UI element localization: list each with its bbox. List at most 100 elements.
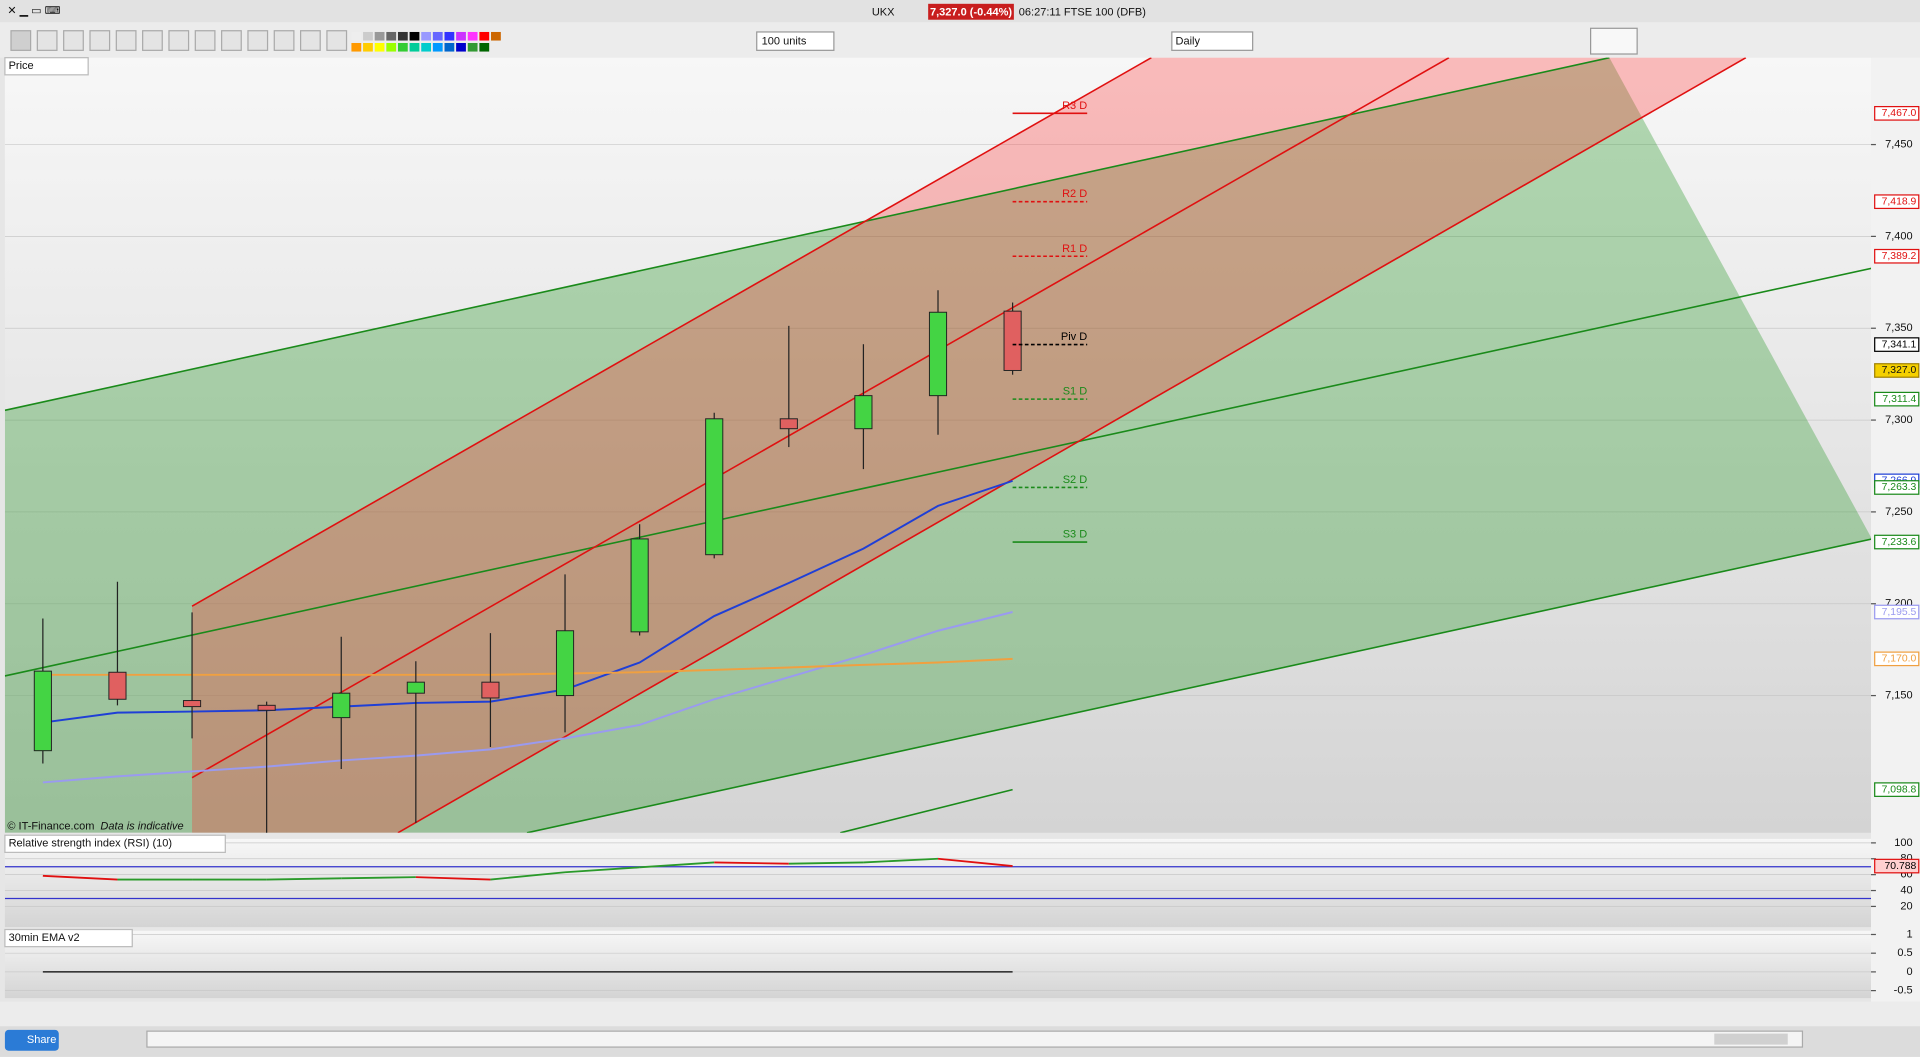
color-swatch[interactable] [444,31,455,41]
tool-button[interactable] [168,30,190,51]
color-swatch[interactable] [386,31,397,41]
interval: Daily [1176,36,1201,48]
candle-body [108,671,127,700]
tool-button[interactable] [326,30,348,51]
window-controls-icon[interactable]: ✕ ▁ ▭ ⌨ [7,5,60,17]
chart-style-button[interactable] [1590,27,1638,55]
color-swatch[interactable] [351,42,362,52]
color-swatch[interactable] [363,31,373,41]
scroll-thumb[interactable] [1714,1033,1788,1045]
color-swatch[interactable] [444,42,455,52]
price-tag-label: 7,389.2 [1882,251,1917,262]
price-tag-label: 70.788 [1885,861,1917,872]
color-swatch[interactable] [397,31,408,41]
tool-button[interactable] [63,30,84,51]
channel-fill [4,57,1872,833]
tool-button[interactable] [194,30,216,51]
candle-body [1003,310,1022,371]
trend-line [840,788,1013,833]
indicator-segment [564,866,640,874]
price-tag [1874,337,1920,352]
panel-header [4,834,226,853]
rsi-plot [4,842,1872,907]
color-swatch[interactable] [421,42,432,52]
color-swatch[interactable] [432,31,443,41]
y-tick-label: 1 [1907,928,1913,940]
color-swatch[interactable] [456,42,466,52]
candle-body [779,418,798,430]
color-swatch[interactable] [363,42,373,52]
price-tag-label: 7,195.5 [1882,607,1917,618]
tool-button[interactable] [247,30,269,51]
candle-body [406,681,425,694]
price-tag [1874,391,1920,407]
tool-button[interactable] [10,30,32,51]
panel-title: Relative strength index (RSI) (10) [9,838,172,850]
price-tag [1874,604,1920,620]
color-swatch[interactable] [409,31,420,41]
color-swatch[interactable] [467,42,478,52]
color-swatch[interactable] [421,31,432,41]
color-swatch[interactable] [479,31,490,41]
pivot-label: R2 D [1062,188,1087,200]
tool-button[interactable] [89,30,111,51]
color-swatch[interactable] [432,42,443,52]
y-tick-label: 100 [1894,837,1912,849]
panel-header [4,57,89,76]
y-tick-label: 0.5 [1897,947,1912,959]
price-tag [1874,782,1920,797]
color-swatch[interactable] [386,42,397,52]
color-swatch[interactable] [374,31,385,41]
price-plot: R3 D R2 D R1 D Piv D S1 D S2 D S3 D [4,57,1872,833]
y-tick-label: 7,450 [1885,138,1913,150]
color-swatch[interactable] [397,42,408,52]
moving-average [42,657,1013,676]
scrollbar[interactable] [146,1030,1804,1048]
pivot-label: S1 D [1063,386,1088,398]
price-tag-label: 7,467.0 [1882,108,1917,119]
candle-body [705,418,724,556]
price-tag [1874,194,1920,210]
share-button[interactable] [4,1029,59,1051]
indicator-segment [937,857,1013,867]
channel-fill [192,57,1746,833]
pivot-label: R3 D [1062,100,1087,112]
panel-title: 30min EMA v2 [9,932,80,944]
price-tag-label: 7,311.4 [1882,394,1916,405]
price-tag [1874,248,1920,264]
indicator-segment [490,871,566,881]
y-tick-label: 7,350 [1885,322,1913,334]
indicator-segment [415,876,491,881]
panel-title: Price [9,60,34,72]
channel-line [4,57,1610,412]
units: 100 units [762,36,807,48]
color-swatch[interactable] [409,42,420,52]
tool-button[interactable] [221,30,242,51]
pivot-label: S3 D [1063,529,1088,541]
color-swatch[interactable] [467,31,478,41]
indicator-segment [714,861,789,865]
color-swatch[interactable] [456,31,466,41]
color-swatch[interactable] [351,31,362,41]
interval-dropdown[interactable] [1171,31,1254,51]
indicator-segment [639,861,715,869]
color-swatch[interactable] [374,42,385,52]
tool-button[interactable] [300,30,321,51]
price-tag [1874,651,1920,667]
tool-button[interactable] [115,30,137,51]
tool-button[interactable] [142,30,163,51]
price-tag-label: 7,098.8 [1882,784,1917,795]
pivot-label: R1 D [1062,243,1087,255]
price-tag-label: 7,418.9 [1882,196,1917,207]
color-swatch[interactable] [479,42,490,52]
color-swatch[interactable] [491,31,501,41]
price-tag [1874,105,1920,121]
current-price-tag [1874,363,1920,378]
price-tag-label: 7,263.3 [1882,482,1917,493]
price-tag [1874,480,1920,495]
units-dropdown[interactable] [756,31,835,51]
tool-button[interactable] [36,30,58,51]
tool-button[interactable] [273,30,295,51]
